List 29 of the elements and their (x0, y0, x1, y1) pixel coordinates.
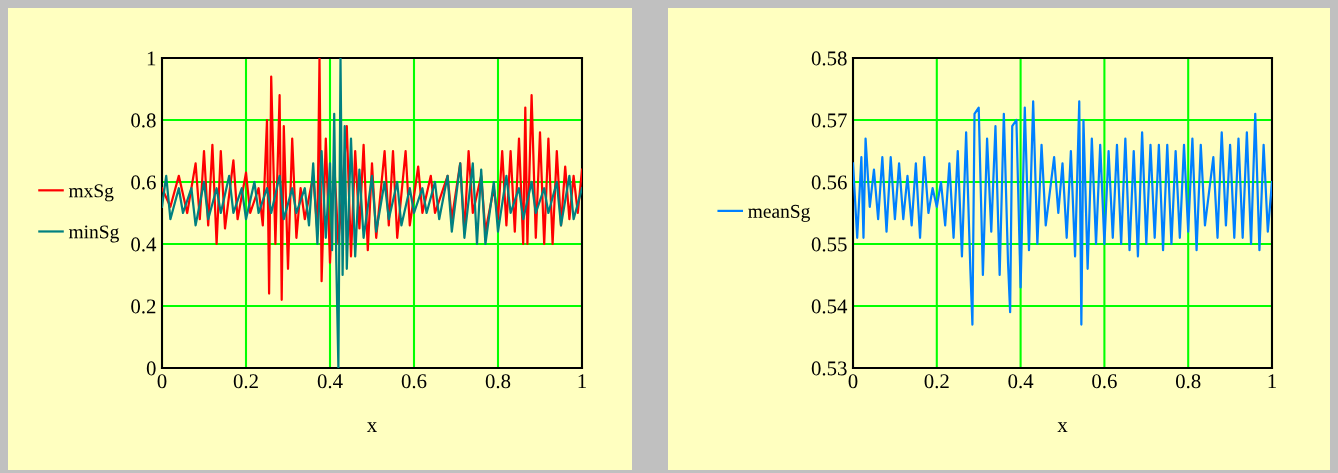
x-tick-label: 0 (157, 374, 167, 389)
y-tick-label: 0.54 (811, 299, 848, 314)
x-tick-label: 1 (1268, 374, 1276, 389)
x-tick-label: 0.4 (1008, 374, 1034, 389)
x-axis-title: x (366, 422, 377, 432)
x-tick-label: 0.2 (924, 374, 949, 389)
y-tick-label: 0 (146, 361, 156, 376)
y-tick-label: 0.8 (131, 113, 156, 128)
x-tick-label: 0.4 (317, 374, 343, 389)
y-tick-label: 0.53 (811, 361, 847, 376)
y-tick-label: 0.55 (811, 237, 847, 252)
x-tick-label: 1 (578, 374, 586, 389)
x-tick-label: 0.6 (1092, 374, 1117, 389)
x-axis-title: x (1057, 422, 1068, 432)
x-tick-label: 0.6 (401, 374, 427, 389)
x-tick-label: 0.2 (233, 374, 258, 389)
y-tick-label: 0.4 (131, 237, 157, 252)
x-tick-label: 0.8 (485, 374, 511, 389)
y-tick-label: 0.57 (811, 113, 847, 128)
y-tick-label: 0.58 (811, 51, 847, 66)
y-tick-label: 1 (147, 51, 156, 66)
x-tick-label: 0 (848, 374, 858, 389)
x-tick-label: 0.8 (1175, 374, 1201, 389)
legend-label: meanSg (748, 204, 810, 222)
legend-label: minSg (68, 225, 119, 243)
y-tick-label: 0.56 (811, 175, 847, 190)
legend-label: mxSg (68, 184, 114, 202)
y-tick-label: 0.2 (131, 299, 156, 314)
y-tick-label: 0.6 (131, 175, 156, 190)
